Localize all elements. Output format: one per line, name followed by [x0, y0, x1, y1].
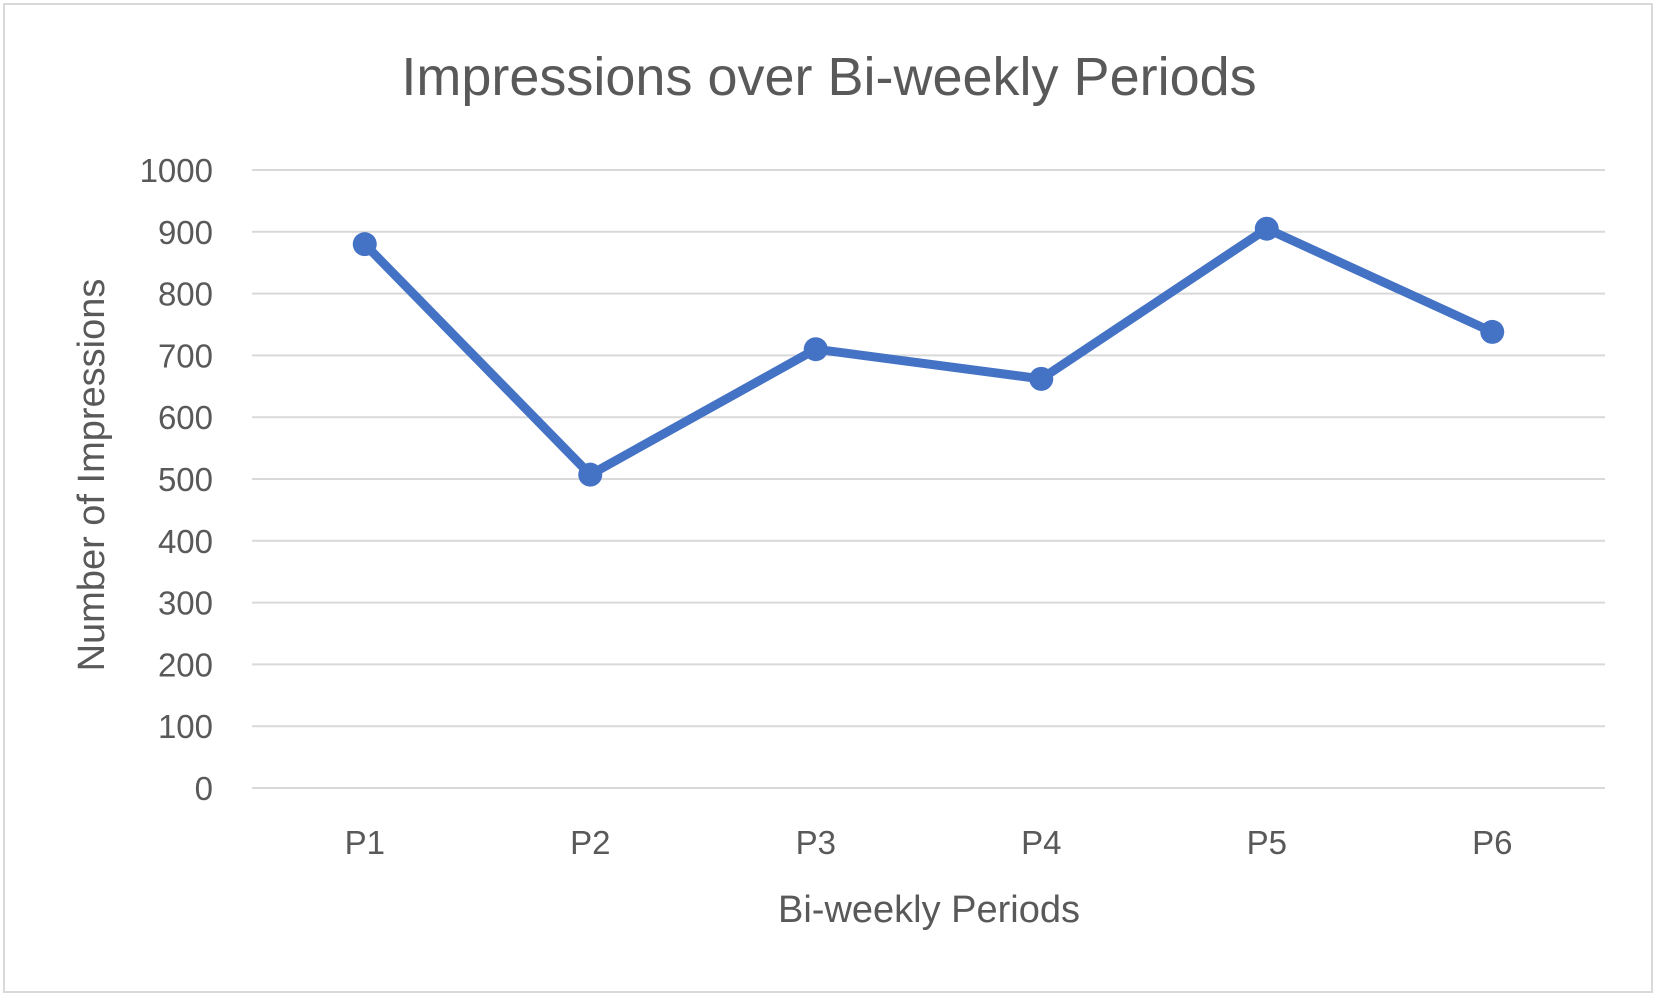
- x-tick-label-p1: P1: [345, 824, 385, 861]
- y-tick-label-0: 0: [195, 770, 213, 807]
- chart-title: Impressions over Bi-weekly Periods: [401, 47, 1256, 107]
- series-layer: [352, 216, 1505, 487]
- y-tick-label-800: 800: [158, 276, 213, 313]
- y-tick-label-900: 900: [158, 214, 213, 251]
- data-point-p4: [1029, 366, 1054, 391]
- y-axis-tick-labels: 0 100 200 300 400 500 600 700 800 900 1000: [140, 152, 213, 807]
- y-tick-label-1000: 1000: [140, 152, 213, 189]
- y-axis-title: Number of Impressions: [71, 279, 113, 672]
- y-tick-label-300: 300: [158, 585, 213, 622]
- data-point-p1: [352, 232, 377, 257]
- y-tick-label-100: 100: [158, 708, 213, 745]
- gridlines: [252, 169, 1605, 789]
- data-point-p3: [803, 337, 828, 362]
- x-axis-tick-labels: P1 P2 P3 P4 P5 P6: [345, 824, 1513, 861]
- y-tick-label-400: 400: [158, 523, 213, 560]
- x-tick-label-p6: P6: [1472, 824, 1512, 861]
- data-point-p6: [1480, 319, 1505, 344]
- x-tick-label-p3: P3: [796, 824, 836, 861]
- x-axis-title: Bi-weekly Periods: [778, 889, 1080, 931]
- series-line-0: [360, 224, 1497, 480]
- x-tick-label-p4: P4: [1021, 824, 1061, 861]
- x-tick-label-p5: P5: [1247, 824, 1287, 861]
- data-point-p2: [578, 462, 603, 487]
- data-point-p5: [1254, 216, 1279, 241]
- x-tick-label-p2: P2: [570, 824, 610, 861]
- chart-frame: [3, 3, 1653, 993]
- y-tick-label-200: 200: [158, 646, 213, 683]
- y-tick-label-600: 600: [158, 399, 213, 436]
- y-tick-label-700: 700: [158, 337, 213, 374]
- y-tick-label-500: 500: [158, 461, 213, 498]
